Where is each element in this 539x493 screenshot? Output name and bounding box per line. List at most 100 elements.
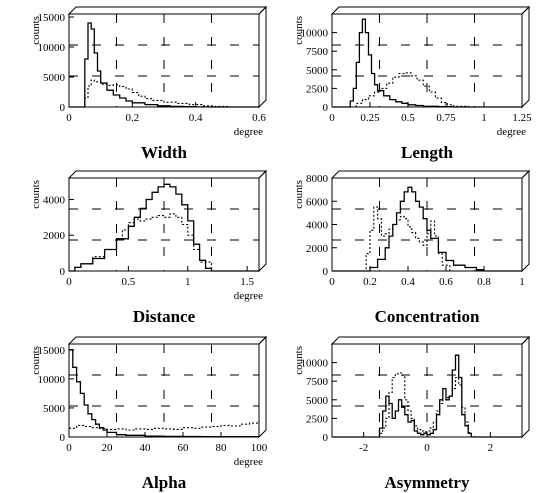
x-tick-label: 0.4 xyxy=(189,112,203,124)
x-tick-label: 0.75 xyxy=(436,112,456,124)
x-tick-label: 0 xyxy=(424,442,430,454)
panel-length: 0 2500 5000 7500 10000 0 0.25 0.5 0.75 1 1.25 count… xyxy=(293,5,532,162)
y-axis-label: counts xyxy=(293,180,305,209)
frame-top xyxy=(67,170,268,179)
x-tick-label: 0.2 xyxy=(125,112,139,124)
panel-title: Asymmetry xyxy=(385,473,470,492)
y-axis-label: counts xyxy=(30,346,42,375)
y-tick-label: 10000 xyxy=(38,374,66,386)
x-tick-label: 2 xyxy=(488,442,494,454)
x-axis-label: degree xyxy=(234,290,263,302)
frame-side xyxy=(258,335,267,439)
series-dotted xyxy=(69,213,259,272)
y-tick-label: 6000 xyxy=(306,196,329,208)
y-tick-label: 10000 xyxy=(301,28,329,40)
x-tick-label: 1 xyxy=(519,276,525,288)
y-tick-label: 4000 xyxy=(43,194,66,206)
y-axis-label: counts xyxy=(30,16,42,45)
series-solid xyxy=(332,186,522,272)
y-tick-label: 0 xyxy=(60,432,66,444)
panel-title: Concentration xyxy=(375,307,480,326)
series-solid xyxy=(332,354,522,438)
frame-top xyxy=(67,6,268,15)
series-solid xyxy=(332,18,522,108)
frame-side xyxy=(521,335,530,439)
x-tick-label: 0 xyxy=(66,442,72,454)
y-tick-label: 10000 xyxy=(38,42,66,54)
x-tick-label: 1.25 xyxy=(512,112,532,124)
panel-title: Distance xyxy=(133,307,196,326)
series-solid xyxy=(69,22,259,108)
x-tick-label: 0.6 xyxy=(252,112,266,124)
y-tick-label: 2500 xyxy=(306,83,329,95)
series-dotted xyxy=(69,79,259,108)
y-tick-label: 5000 xyxy=(43,72,66,84)
x-tick-label: 100 xyxy=(251,442,268,454)
panel-distance: 0 2000 4000 0 0.5 1 1.5 counts degree Distance xyxy=(30,169,268,326)
y-tick-label: 5000 xyxy=(43,403,66,415)
y-tick-label: 15000 xyxy=(38,345,66,357)
y-tick-label: 0 xyxy=(323,102,329,114)
y-axis-label: counts xyxy=(293,346,305,375)
x-tick-label: -2 xyxy=(359,442,368,454)
y-tick-label: 7500 xyxy=(306,376,329,388)
series-solid xyxy=(69,349,259,438)
series-dotted xyxy=(332,72,522,108)
x-axis-label: degree xyxy=(234,126,263,138)
y-axis-label: counts xyxy=(30,180,42,209)
x-tick-label: 0 xyxy=(329,112,335,124)
x-tick-label: 80 xyxy=(216,442,228,454)
x-axis-label: degree xyxy=(497,126,526,138)
frame-top xyxy=(330,6,531,15)
y-tick-label: 2000 xyxy=(306,243,329,255)
panel-alpha: 0 5000 10000 15000 0 20 40 60 80 100 counts degree A… xyxy=(30,335,268,492)
y-tick-label: 5000 xyxy=(306,395,329,407)
series-dotted xyxy=(332,206,522,272)
series-dotted xyxy=(69,420,260,431)
x-tick-label: 1 xyxy=(481,112,487,124)
frame-side xyxy=(258,5,267,109)
panel-title: Alpha xyxy=(142,473,187,492)
x-tick-label: 1.5 xyxy=(240,276,254,288)
y-tick-label: 4000 xyxy=(306,220,329,232)
x-tick-label: 60 xyxy=(178,442,190,454)
frame-side xyxy=(258,169,267,273)
panel-width: 0 5000 10000 15000 0 0.2 0.4 0.6 counts degree Wid… xyxy=(30,5,268,162)
x-tick-label: 40 xyxy=(140,442,152,454)
y-tick-label: 0 xyxy=(323,432,329,444)
x-tick-label: 0.25 xyxy=(360,112,380,124)
y-tick-label: 2000 xyxy=(43,230,66,242)
panel-asymmetry: 0 2500 5000 7500 10000 -2 0 2 counts Asymmetry xyxy=(293,335,531,492)
y-tick-label: 10000 xyxy=(301,358,329,370)
x-axis-label: degree xyxy=(234,456,263,468)
series-dotted xyxy=(332,372,522,438)
x-tick-label: 0.8 xyxy=(477,276,491,288)
frame-side xyxy=(521,169,530,273)
frame-top xyxy=(330,336,531,345)
y-tick-label: 8000 xyxy=(306,173,329,185)
x-tick-label: 0.5 xyxy=(401,112,415,124)
frame-side xyxy=(521,5,530,109)
y-tick-label: 2500 xyxy=(306,413,329,425)
panel-title: Width xyxy=(141,143,188,162)
x-tick-label: 1 xyxy=(185,276,191,288)
x-tick-label: 0 xyxy=(66,112,72,124)
y-tick-label: 15000 xyxy=(38,12,66,24)
x-tick-label: 0.2 xyxy=(363,276,377,288)
frame-top xyxy=(330,170,531,179)
x-tick-label: 0.6 xyxy=(439,276,453,288)
x-tick-label: 0.4 xyxy=(401,276,415,288)
y-axis-label: counts xyxy=(293,16,305,45)
x-tick-label: 0.5 xyxy=(122,276,136,288)
y-tick-label: 5000 xyxy=(306,65,329,77)
series-solid xyxy=(69,183,259,272)
frame-top xyxy=(67,336,268,345)
y-tick-label: 7500 xyxy=(306,46,329,58)
panel-concentration: 0 2000 4000 6000 8000 0 0.2 0.4 0.6 0.8 1 counts Con… xyxy=(293,169,531,326)
y-tick-label: 0 xyxy=(323,266,329,278)
y-tick-label: 0 xyxy=(60,266,66,278)
x-tick-label: 20 xyxy=(102,442,114,454)
panel-title: Length xyxy=(401,143,454,162)
y-tick-label: 0 xyxy=(60,102,66,114)
